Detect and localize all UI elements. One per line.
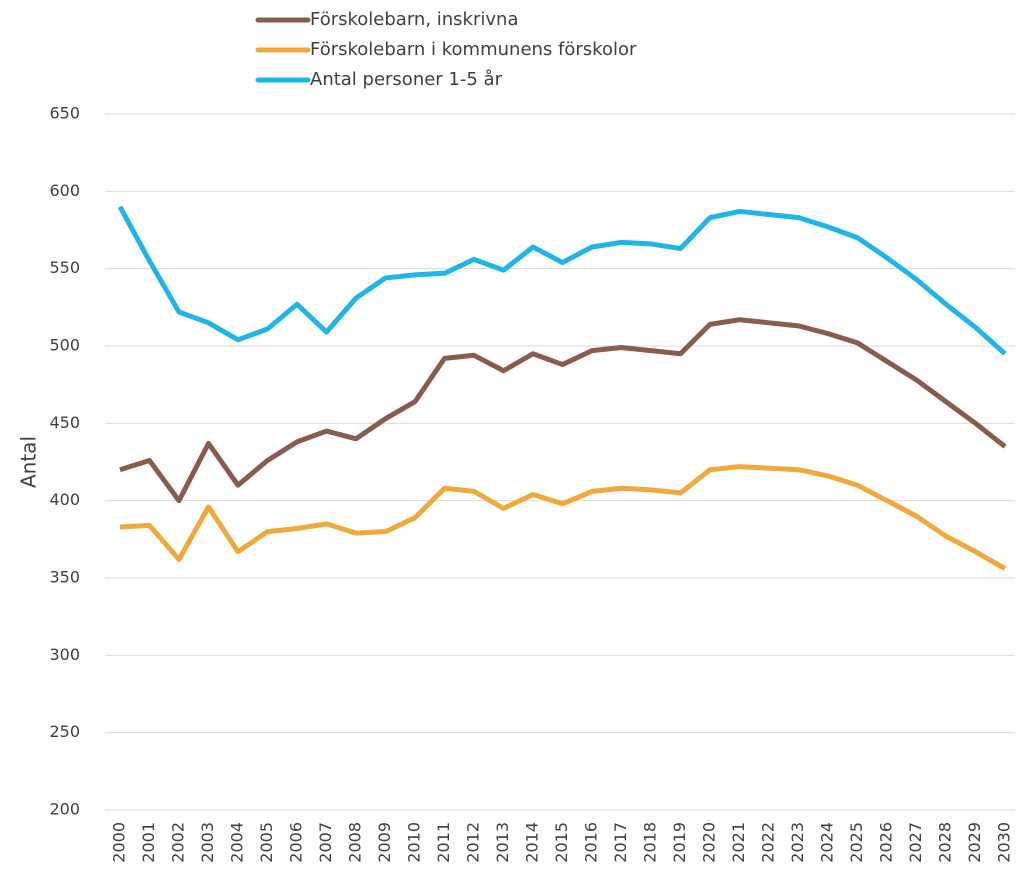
x-tick-label: 2019 xyxy=(670,822,689,863)
y-tick-label: 500 xyxy=(49,336,80,355)
x-tick-label: 2002 xyxy=(169,822,188,863)
x-tick-label: 2004 xyxy=(228,822,247,863)
x-tick-label: 2009 xyxy=(375,822,394,863)
x-tick-label: 2014 xyxy=(523,822,542,863)
y-tick-label: 400 xyxy=(49,490,80,509)
x-tick-label: 2008 xyxy=(346,822,365,863)
y-tick-label: 550 xyxy=(49,258,80,277)
x-tick-label: 2007 xyxy=(316,822,335,863)
x-tick-label: 2027 xyxy=(906,822,925,863)
x-tick-label: 2011 xyxy=(434,822,453,863)
line xyxy=(117,205,1007,356)
y-tick-label: 450 xyxy=(49,413,80,432)
x-tick-label: 2003 xyxy=(198,822,217,863)
x-tick-label: 2005 xyxy=(257,822,276,863)
y-tick-label: 300 xyxy=(49,645,80,664)
x-tick-label: 2017 xyxy=(611,822,630,863)
y-tick-label: 350 xyxy=(49,568,80,587)
x-tick-label: 2021 xyxy=(729,822,748,863)
y-tick-label: 600 xyxy=(49,181,80,200)
x-tick-label: 2024 xyxy=(818,822,837,863)
x-tick-label: 2012 xyxy=(464,822,483,863)
legend-label: Förskolebarn, inskrivna xyxy=(310,9,518,30)
legend-label: Antal personer 1-5 år xyxy=(310,69,503,90)
x-tick-label: 2030 xyxy=(995,822,1014,863)
x-tick-label: 2025 xyxy=(847,822,866,863)
x-tick-label: 2001 xyxy=(139,822,158,863)
y-axis-label: Antal xyxy=(17,436,41,488)
x-tick-label: 2023 xyxy=(788,822,807,863)
x-tick-label: 2029 xyxy=(965,822,984,863)
line xyxy=(119,317,1007,504)
x-tick-label: 2006 xyxy=(287,822,306,863)
x-tick-label: 2015 xyxy=(552,822,571,863)
y-tick-label: 200 xyxy=(49,800,80,819)
legend-label: Förskolebarn i kommunens förskolor xyxy=(310,39,637,60)
x-tick-label: 2013 xyxy=(493,822,512,863)
x-tick-label: 2016 xyxy=(582,822,601,863)
x-tick-label: 2022 xyxy=(759,822,778,863)
x-tick-label: 2026 xyxy=(877,822,896,863)
x-tick-label: 2018 xyxy=(641,822,660,863)
x-tick-label: 2000 xyxy=(110,822,129,863)
x-tick-label: 2010 xyxy=(405,822,424,863)
y-tick-label: 250 xyxy=(49,722,80,741)
x-tick-label: 2020 xyxy=(700,822,719,863)
x-tick-label: 2028 xyxy=(936,822,955,863)
y-tick-label: 650 xyxy=(49,104,80,123)
line xyxy=(119,464,1007,571)
